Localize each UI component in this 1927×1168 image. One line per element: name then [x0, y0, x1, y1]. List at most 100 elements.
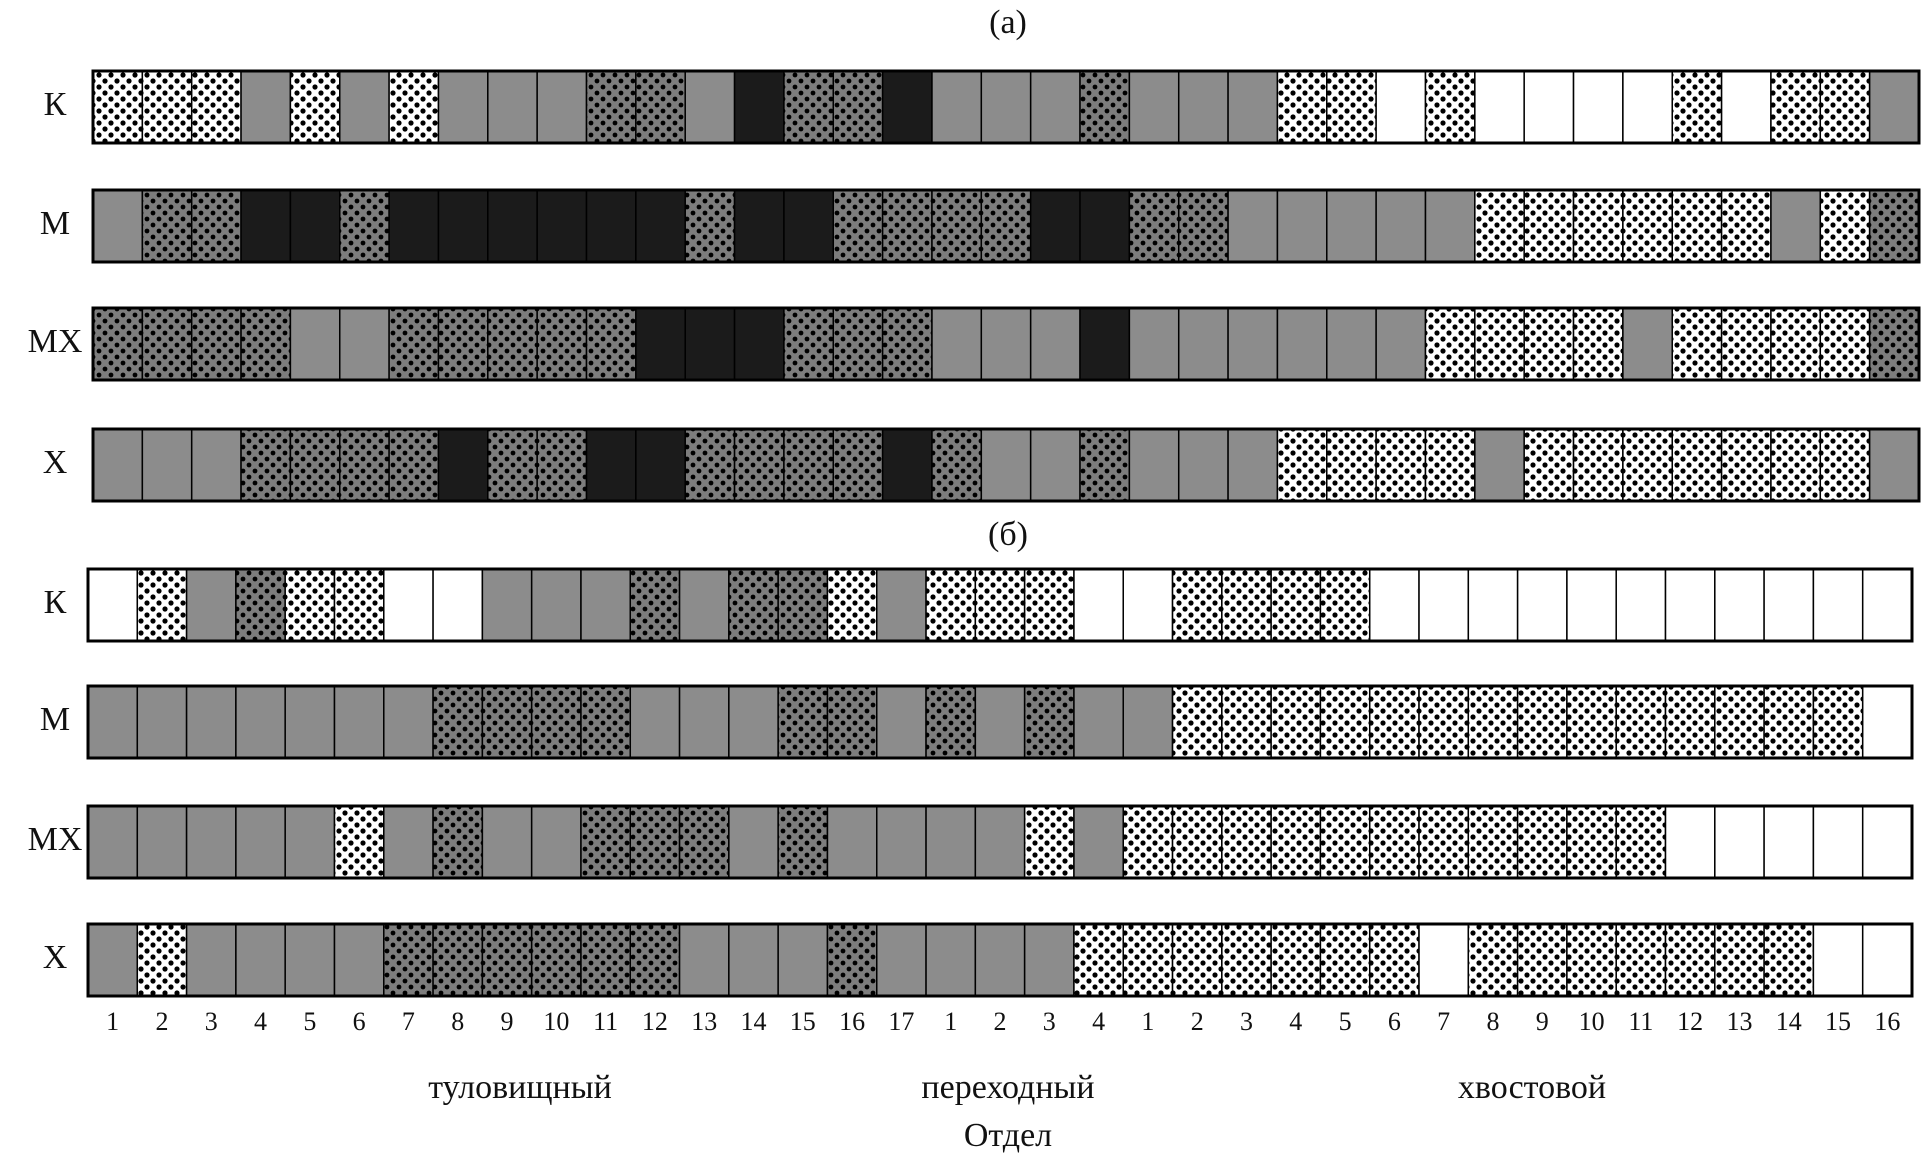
segment-number: 2 — [994, 1007, 1007, 1036]
segment-cell — [1622, 428, 1673, 502]
segment-cell — [1671, 307, 1723, 381]
segment-number: 8 — [451, 1007, 464, 1036]
segment-cell — [1523, 189, 1575, 263]
segment-cell — [1720, 428, 1772, 502]
segment-cell — [678, 923, 730, 997]
segment-cell — [1720, 70, 1772, 144]
segment-cell — [876, 923, 927, 997]
segment-cell — [1375, 428, 1427, 502]
segment-cell — [185, 805, 237, 879]
segment-cell — [635, 189, 686, 263]
segment-cell — [1375, 70, 1427, 144]
segment-cell — [1270, 568, 1322, 642]
segment-cell — [728, 685, 779, 759]
segment-cell — [1221, 923, 1272, 997]
segment-cell — [388, 189, 440, 263]
segment-cell — [1566, 805, 1617, 879]
segment-number: 2 — [155, 1007, 168, 1036]
segment-cell — [437, 70, 489, 144]
segment-cell — [974, 685, 1026, 759]
segment-cell — [1276, 428, 1328, 502]
segment-cell — [190, 189, 242, 263]
segment-cell — [1770, 428, 1822, 502]
segment-number: 3 — [1240, 1007, 1253, 1036]
row-label: К — [44, 86, 67, 123]
segment-cell — [1375, 189, 1427, 263]
segment-cell — [92, 307, 144, 381]
segment-cell — [1516, 923, 1568, 997]
segment-cell — [1861, 685, 1913, 759]
segment-cell — [783, 428, 835, 502]
row-outline — [86, 922, 1914, 998]
segment-cell — [1523, 70, 1575, 144]
segment-number: 10 — [543, 1007, 569, 1036]
segment-cell — [1171, 805, 1223, 879]
segment-cell — [777, 568, 829, 642]
segment-cell — [136, 923, 188, 997]
segment-cell — [733, 70, 785, 144]
segment-cell — [931, 189, 983, 263]
segment-cell — [240, 428, 292, 502]
segment-cell — [1073, 685, 1124, 759]
segment-cell — [383, 805, 434, 879]
segment-cell — [783, 70, 835, 144]
segment-cell — [1319, 685, 1371, 759]
segment-cell — [185, 685, 237, 759]
segment-cell — [1467, 805, 1519, 879]
segment-cell — [1615, 685, 1667, 759]
segment-cell — [1868, 307, 1920, 381]
segment-cell — [235, 568, 286, 642]
panel-label: (б) — [988, 516, 1028, 553]
segment-number: 17 — [888, 1007, 914, 1036]
row-outline — [91, 69, 1921, 145]
segment-number: 4 — [1092, 1007, 1105, 1036]
segment-cell — [333, 568, 385, 642]
row-outline — [91, 188, 1921, 264]
segment-cell — [235, 685, 286, 759]
row-label: Х — [43, 444, 68, 481]
segment-cell — [1029, 189, 1081, 263]
segment-cell — [1424, 307, 1476, 381]
segment-cell — [1270, 805, 1322, 879]
segment-cell — [530, 805, 582, 879]
segment-cell — [635, 307, 686, 381]
segment-cell — [876, 805, 927, 879]
segment-cell — [925, 568, 977, 642]
segment-cell — [1566, 923, 1617, 997]
segment-number: 9 — [501, 1007, 514, 1036]
segment-cell — [580, 685, 632, 759]
segment-cell — [1227, 189, 1279, 263]
segment-cell — [1128, 70, 1180, 144]
segment-cell — [339, 189, 390, 263]
segment-cell — [1326, 428, 1377, 502]
segment-cell — [1714, 805, 1765, 879]
segment-cell — [629, 685, 681, 759]
segment-cell — [1516, 568, 1568, 642]
segment-cell — [1326, 70, 1377, 144]
segment-cell — [1622, 70, 1673, 144]
segment-cell — [1177, 70, 1229, 144]
segment-cell — [925, 923, 977, 997]
segment-cell — [1276, 307, 1328, 381]
segment-cell — [678, 685, 730, 759]
segment-cell — [580, 568, 632, 642]
segment-number: 7 — [402, 1007, 415, 1036]
segment-cell — [1763, 685, 1815, 759]
segment-cell — [1368, 805, 1420, 879]
segment-cell — [141, 428, 193, 502]
segment-cell — [1276, 70, 1328, 144]
segment-cell — [388, 70, 440, 144]
segment-cell — [733, 189, 785, 263]
segment-cell — [1171, 685, 1223, 759]
segment-cell — [678, 568, 730, 642]
segment-cell — [1467, 685, 1519, 759]
segment-number: 12 — [642, 1007, 668, 1036]
row-label: М — [40, 205, 70, 242]
axis-title: Отдел — [964, 1117, 1052, 1154]
segment-cell — [136, 805, 188, 879]
segment-cell — [289, 189, 341, 263]
segment-cell — [1221, 568, 1272, 642]
segment-cell — [1424, 70, 1476, 144]
segment-cell — [1375, 307, 1427, 381]
segment-cell — [1861, 568, 1913, 642]
